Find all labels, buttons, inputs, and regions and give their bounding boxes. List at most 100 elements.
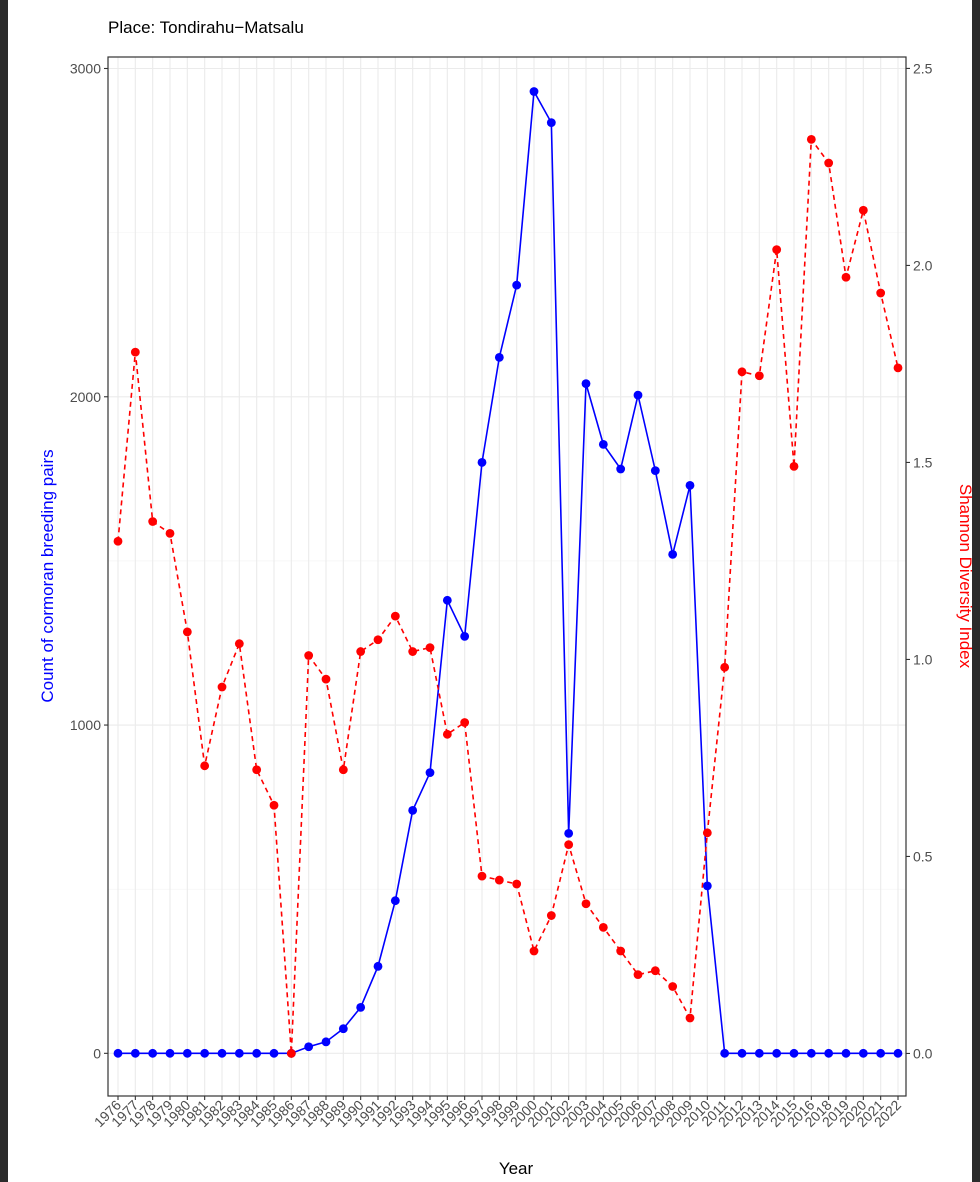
series-1-point [252, 765, 262, 775]
series-0-point [165, 1048, 175, 1058]
y-right-tick-label: 0.5 [913, 848, 933, 864]
series-1-point [460, 718, 470, 727]
series-0-point [824, 1048, 834, 1058]
y-axis-left-title: Count of cormoran breeding pairs [38, 449, 57, 702]
series-0-point [893, 1048, 903, 1058]
grid-minor [108, 232, 906, 890]
x-axis-title: Year [499, 1159, 534, 1178]
series-0-point [148, 1048, 158, 1058]
series-0-point [390, 896, 400, 906]
series-layer [113, 87, 903, 1058]
series-1-point [598, 922, 608, 932]
series-1-point [564, 840, 574, 850]
series-0-point [841, 1048, 851, 1058]
series-1-point [408, 647, 418, 656]
series-0-point [234, 1048, 244, 1058]
bottom-axis: 1976197719781979198019811982198319841985… [91, 1096, 904, 1130]
series-0-point [130, 1048, 140, 1058]
series-1-point [390, 611, 400, 621]
series-0-point [321, 1037, 331, 1047]
series-1-point [512, 879, 522, 889]
y-right-tick-label: 2.5 [913, 60, 933, 76]
series-0-point [633, 390, 643, 400]
y-left-tick-label: 3000 [70, 60, 101, 76]
series-1-point [668, 982, 678, 991]
y-right-tick-label: 1.0 [913, 651, 933, 667]
series-0-point [772, 1048, 782, 1058]
series-0-point [252, 1048, 262, 1058]
series-0-point [668, 549, 678, 559]
series-0-point [200, 1048, 210, 1058]
y-left-tick-label: 2000 [70, 389, 101, 405]
series-1-point [494, 875, 504, 885]
chart: 0 1000 2000 3000 0.0 0.5 1.0 1.5 2.0 2.5 1976197… [38, 18, 972, 1178]
series-0-point [616, 464, 626, 474]
series-1-point [442, 729, 452, 739]
series-0-point [737, 1048, 747, 1058]
series-1-point [841, 272, 851, 282]
plot-border [107, 56, 907, 1097]
series-0-point [425, 768, 435, 778]
y-axis-right-title: Shannon Diversity Index [956, 484, 972, 669]
series-1-point [113, 536, 123, 546]
series-1-point [824, 158, 834, 168]
series-1-point [373, 635, 383, 645]
series-0-point [477, 458, 487, 467]
series-0-point [304, 1042, 314, 1052]
series-1-point [876, 288, 886, 298]
series-1-point [650, 966, 660, 976]
series-1-point [685, 1013, 695, 1023]
series-0-point [113, 1048, 123, 1058]
chart-title: Place: Tondirahu−Matsalu [108, 18, 304, 37]
series-0-point [356, 1002, 366, 1012]
series-0-point [754, 1048, 764, 1058]
series-1-point [200, 761, 210, 771]
series-1-point [130, 347, 140, 357]
series-0-point [598, 439, 608, 449]
series-1-point [182, 627, 192, 637]
series-line-1 [117, 137, 899, 1054]
series-1-point [286, 1049, 296, 1058]
grid-major [108, 57, 906, 1096]
right-axis: 0.0 0.5 1.0 1.5 2.0 2.5 [906, 60, 933, 1061]
series-1-point [304, 651, 314, 660]
series-1-point [165, 528, 175, 538]
series-0-point [806, 1048, 816, 1058]
y-left-tick-label: 1000 [70, 717, 101, 733]
series-0-point [546, 118, 556, 128]
series-0-point [494, 352, 504, 362]
series-0-point [460, 632, 470, 641]
series-1-point [858, 205, 868, 215]
series-1-point [338, 765, 348, 775]
y-right-tick-label: 0.0 [913, 1045, 933, 1061]
series-1-point [616, 946, 626, 956]
series-1-point [754, 371, 764, 381]
series-1-point [356, 647, 366, 656]
y-right-tick-label: 1.5 [913, 454, 933, 470]
series-0-point [789, 1048, 799, 1058]
series-1-point [425, 643, 435, 653]
series-0-point [876, 1048, 886, 1058]
series-1-point [806, 134, 816, 144]
y-left-tick-label: 0 [93, 1045, 101, 1061]
series-1-point [477, 871, 487, 881]
series-1-point [546, 911, 556, 920]
series-0-point [685, 481, 695, 490]
series-0-point [338, 1024, 348, 1034]
series-0-point [512, 280, 522, 290]
series-1-point [217, 682, 227, 692]
series-1-point [893, 363, 903, 373]
series-1-point [529, 946, 539, 956]
series-1-point [269, 800, 279, 810]
series-0-point [373, 961, 383, 971]
series-0-point [529, 87, 539, 96]
left-axis: 0 1000 2000 3000 [70, 60, 108, 1061]
series-1-point [737, 367, 747, 377]
series-0-point [408, 805, 418, 815]
series-0-point [564, 828, 574, 838]
series-1-point [148, 517, 158, 526]
series-1-point [633, 970, 643, 980]
series-1-point [720, 662, 730, 672]
series-1-point [234, 639, 244, 649]
series-1-point [581, 899, 591, 909]
